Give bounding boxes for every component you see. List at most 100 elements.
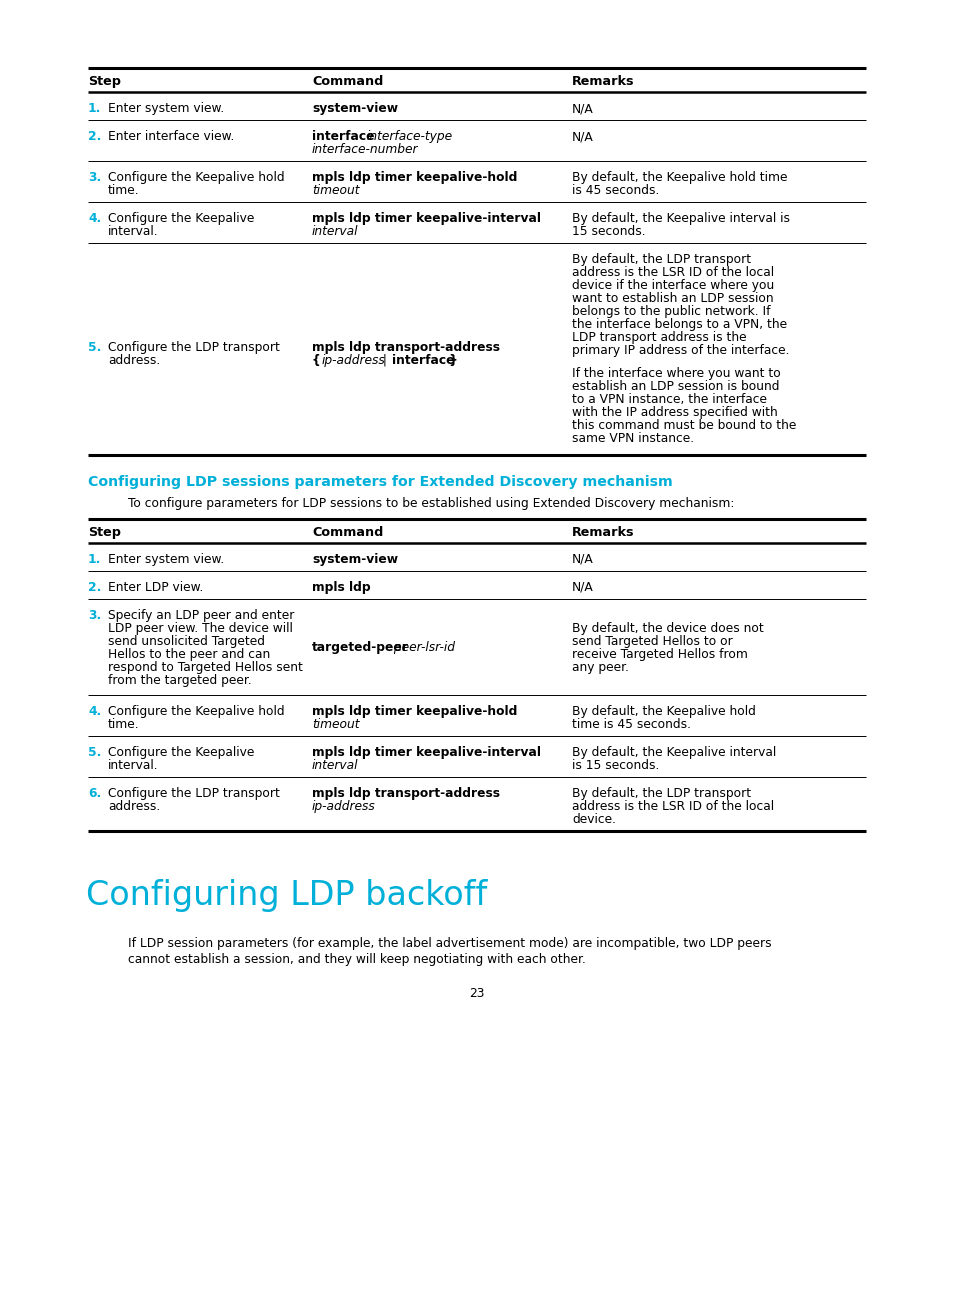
Text: 5.: 5.	[88, 746, 101, 759]
Text: interface-number: interface-number	[312, 143, 418, 156]
Text: interface: interface	[392, 354, 454, 367]
Text: By default, the Keepalive interval is: By default, the Keepalive interval is	[572, 213, 789, 226]
Text: 1.: 1.	[88, 102, 101, 115]
Text: Configure the LDP transport: Configure the LDP transport	[108, 787, 279, 800]
Text: mpls ldp timer keepalive-interval: mpls ldp timer keepalive-interval	[312, 213, 540, 226]
Text: 4.: 4.	[88, 705, 101, 718]
Text: 15 seconds.: 15 seconds.	[572, 226, 645, 238]
Text: Step: Step	[88, 75, 121, 88]
Text: Configure the Keepalive: Configure the Keepalive	[108, 746, 254, 759]
Text: same VPN instance.: same VPN instance.	[572, 432, 694, 445]
Text: If the interface where you want to: If the interface where you want to	[572, 367, 780, 380]
Text: timeout: timeout	[312, 184, 359, 197]
Text: mpls ldp transport-address: mpls ldp transport-address	[312, 787, 499, 800]
Text: mpls ldp timer keepalive-hold: mpls ldp timer keepalive-hold	[312, 705, 517, 718]
Text: timeout: timeout	[312, 718, 359, 731]
Text: 6.: 6.	[88, 787, 101, 800]
Text: to a VPN instance, the interface: to a VPN instance, the interface	[572, 393, 766, 406]
Text: send Targeted Hellos to or: send Targeted Hellos to or	[572, 635, 732, 648]
Text: respond to Targeted Hellos sent: respond to Targeted Hellos sent	[108, 661, 302, 674]
Text: If LDP session parameters (for example, the label advertisement mode) are incomp: If LDP session parameters (for example, …	[128, 937, 771, 950]
Text: the interface belongs to a VPN, the: the interface belongs to a VPN, the	[572, 318, 786, 330]
Text: send unsolicited Targeted: send unsolicited Targeted	[108, 635, 265, 648]
Text: 2.: 2.	[88, 130, 101, 143]
Text: Hellos to the peer and can: Hellos to the peer and can	[108, 648, 270, 661]
Text: N/A: N/A	[572, 102, 593, 115]
Text: primary IP address of the interface.: primary IP address of the interface.	[572, 343, 789, 356]
Text: LDP transport address is the: LDP transport address is the	[572, 330, 746, 343]
Text: interface-type: interface-type	[367, 130, 453, 143]
Text: Configure the Keepalive hold: Configure the Keepalive hold	[108, 705, 284, 718]
Text: 23: 23	[469, 988, 484, 1001]
Text: Enter system view.: Enter system view.	[108, 553, 224, 566]
Text: N/A: N/A	[572, 130, 593, 143]
Text: By default, the Keepalive interval: By default, the Keepalive interval	[572, 746, 776, 759]
Text: address.: address.	[108, 354, 160, 367]
Text: interval: interval	[312, 226, 358, 238]
Text: 4.: 4.	[88, 213, 101, 226]
Text: receive Targeted Hellos from: receive Targeted Hellos from	[572, 648, 747, 661]
Text: N/A: N/A	[572, 581, 593, 594]
Text: address is the LSR ID of the local: address is the LSR ID of the local	[572, 800, 773, 813]
Text: To configure parameters for LDP sessions to be established using Extended Discov: To configure parameters for LDP sessions…	[128, 496, 734, 511]
Text: system-view: system-view	[312, 102, 397, 115]
Text: Command: Command	[312, 526, 383, 539]
Text: By default, the LDP transport: By default, the LDP transport	[572, 787, 750, 800]
Text: Remarks: Remarks	[572, 526, 634, 539]
Text: 3.: 3.	[88, 171, 101, 184]
Text: ip-address: ip-address	[322, 354, 385, 367]
Text: Configuring LDP backoff: Configuring LDP backoff	[86, 879, 487, 912]
Text: N/A: N/A	[572, 553, 593, 566]
Text: targeted-peer: targeted-peer	[312, 642, 409, 654]
Text: By default, the Keepalive hold: By default, the Keepalive hold	[572, 705, 755, 718]
Text: time is 45 seconds.: time is 45 seconds.	[572, 718, 690, 731]
Text: By default, the LDP transport: By default, the LDP transport	[572, 253, 750, 266]
Text: time.: time.	[108, 718, 139, 731]
Text: system-view: system-view	[312, 553, 397, 566]
Text: want to establish an LDP session: want to establish an LDP session	[572, 292, 773, 305]
Text: Command: Command	[312, 75, 383, 88]
Text: ip-address: ip-address	[312, 800, 375, 813]
Text: mpls ldp transport-address: mpls ldp transport-address	[312, 341, 499, 354]
Text: cannot establish a session, and they will keep negotiating with each other.: cannot establish a session, and they wil…	[128, 953, 585, 966]
Text: By default, the device does not: By default, the device does not	[572, 622, 763, 635]
Text: interval: interval	[312, 759, 358, 772]
Text: Enter system view.: Enter system view.	[108, 102, 224, 115]
Text: 2.: 2.	[88, 581, 101, 594]
Text: Configure the Keepalive hold: Configure the Keepalive hold	[108, 171, 284, 184]
Text: Enter interface view.: Enter interface view.	[108, 130, 234, 143]
Text: address.: address.	[108, 800, 160, 813]
Text: interval.: interval.	[108, 759, 158, 772]
Text: }: }	[444, 354, 457, 367]
Text: Step: Step	[88, 526, 121, 539]
Text: Enter LDP view.: Enter LDP view.	[108, 581, 203, 594]
Text: 1.: 1.	[88, 553, 101, 566]
Text: is 15 seconds.: is 15 seconds.	[572, 759, 659, 772]
Text: interface: interface	[312, 130, 375, 143]
Text: establish an LDP session is bound: establish an LDP session is bound	[572, 380, 779, 393]
Text: this command must be bound to the: this command must be bound to the	[572, 419, 796, 432]
Text: with the IP address specified with: with the IP address specified with	[572, 406, 777, 419]
Text: mpls ldp timer keepalive-interval: mpls ldp timer keepalive-interval	[312, 746, 540, 759]
Text: Specify an LDP peer and enter: Specify an LDP peer and enter	[108, 609, 294, 622]
Text: {: {	[312, 354, 325, 367]
Text: belongs to the public network. If: belongs to the public network. If	[572, 305, 770, 318]
Text: any peer.: any peer.	[572, 661, 628, 674]
Text: Configure the Keepalive: Configure the Keepalive	[108, 213, 254, 226]
Text: mpls ldp timer keepalive-hold: mpls ldp timer keepalive-hold	[312, 171, 517, 184]
Text: 5.: 5.	[88, 341, 101, 354]
Text: By default, the Keepalive hold time: By default, the Keepalive hold time	[572, 171, 786, 184]
Text: address is the LSR ID of the local: address is the LSR ID of the local	[572, 266, 773, 279]
Text: LDP peer view. The device will: LDP peer view. The device will	[108, 622, 293, 635]
Text: device.: device.	[572, 813, 616, 826]
Text: Configure the LDP transport: Configure the LDP transport	[108, 341, 279, 354]
Text: 3.: 3.	[88, 609, 101, 622]
Text: |: |	[378, 354, 391, 367]
Text: interval.: interval.	[108, 226, 158, 238]
Text: peer-lsr-id: peer-lsr-id	[390, 642, 455, 654]
Text: device if the interface where you: device if the interface where you	[572, 279, 774, 292]
Text: Configuring LDP sessions parameters for Extended Discovery mechanism: Configuring LDP sessions parameters for …	[88, 476, 672, 489]
Text: mpls ldp: mpls ldp	[312, 581, 370, 594]
Text: Remarks: Remarks	[572, 75, 634, 88]
Text: is 45 seconds.: is 45 seconds.	[572, 184, 659, 197]
